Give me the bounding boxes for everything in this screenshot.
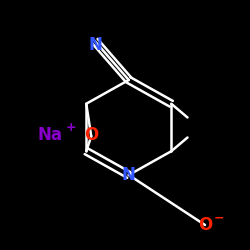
Text: N: N — [122, 166, 136, 184]
Text: +: + — [66, 121, 76, 134]
Text: O: O — [84, 126, 98, 144]
Text: −: − — [214, 211, 224, 224]
Text: O: O — [198, 216, 212, 234]
Text: N: N — [88, 36, 102, 54]
Text: Na: Na — [38, 126, 62, 144]
